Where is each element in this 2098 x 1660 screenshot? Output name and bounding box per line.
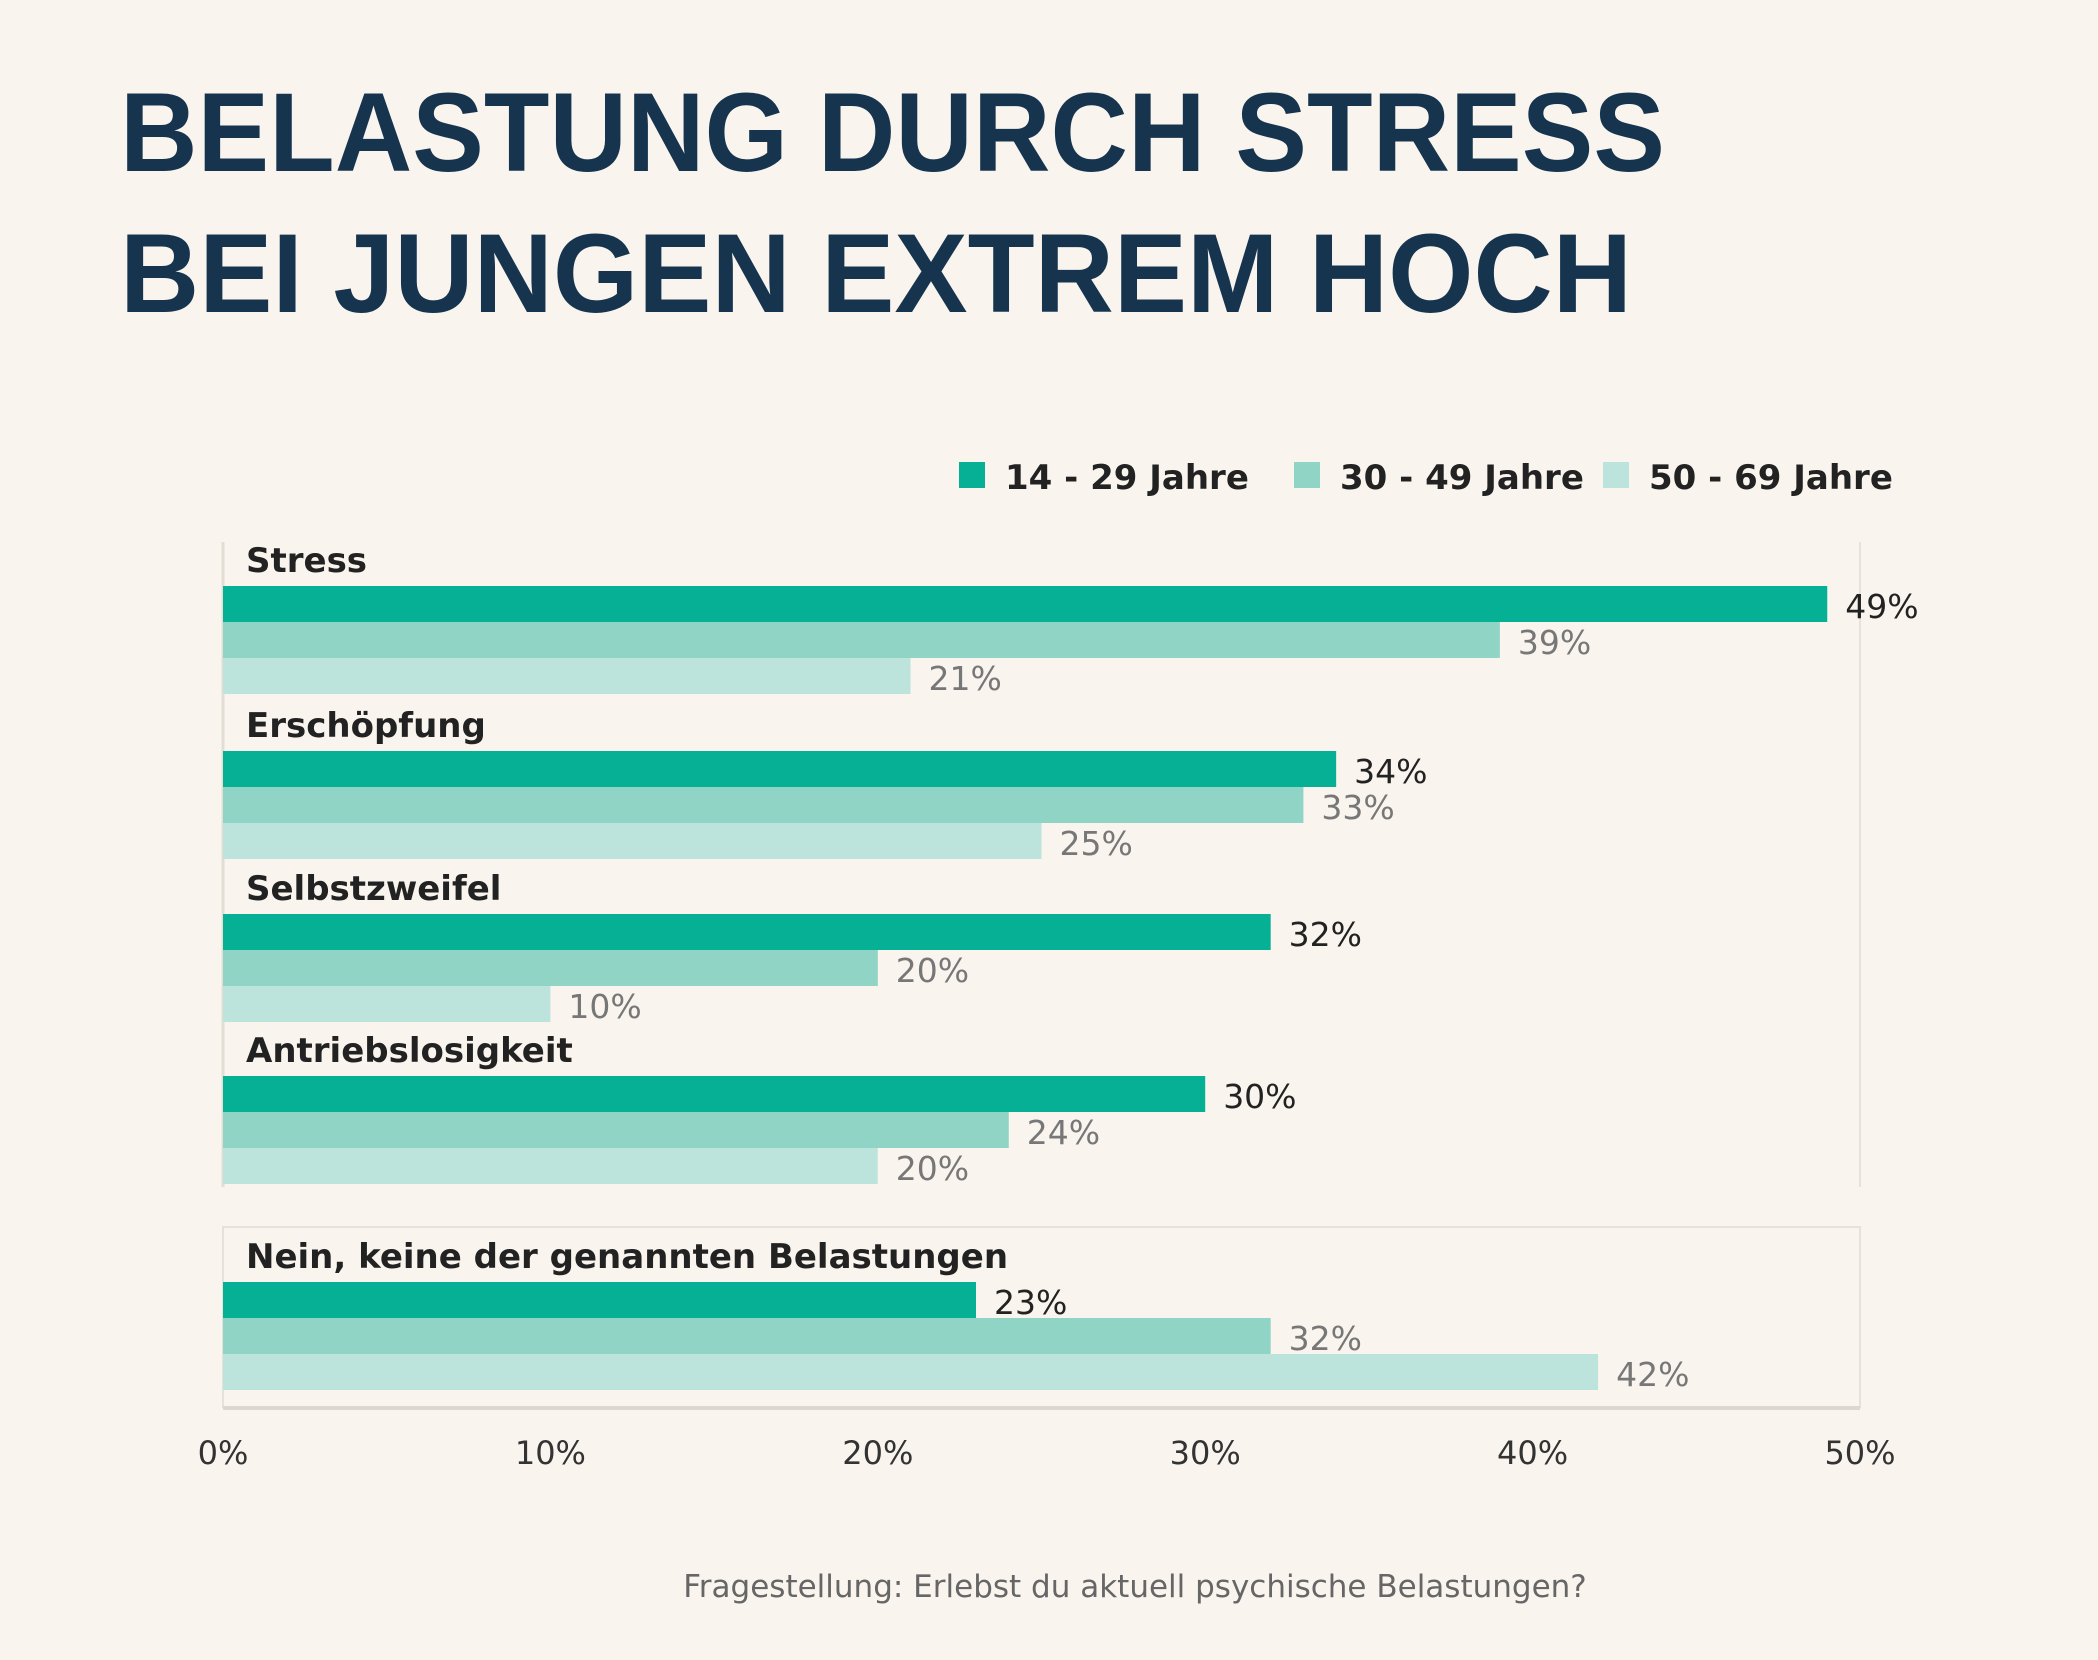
value-label: 23% bbox=[994, 1283, 1067, 1322]
bar-2-0 bbox=[223, 622, 1500, 658]
x-tick-label: 20% bbox=[842, 1434, 913, 1472]
value-label: 39% bbox=[1518, 623, 1591, 662]
x-tick-label: 40% bbox=[1497, 1434, 1568, 1472]
x-tick-label: 10% bbox=[515, 1434, 586, 1472]
value-label: 25% bbox=[1060, 824, 1133, 863]
bar-3-3 bbox=[223, 1148, 878, 1184]
x-tick-label: 0% bbox=[198, 1434, 249, 1472]
value-label: 32% bbox=[1289, 1319, 1362, 1358]
legend-label-3: 50 - 69 Jahre bbox=[1649, 458, 1893, 498]
bar-2-1 bbox=[223, 787, 1304, 823]
value-label: 42% bbox=[1616, 1355, 1689, 1394]
value-label: 24% bbox=[1027, 1113, 1100, 1152]
value-label: 30% bbox=[1223, 1077, 1296, 1116]
category-label: Selbstzweifel bbox=[246, 869, 501, 909]
bar-1-3 bbox=[223, 1076, 1206, 1112]
category-label: Stress bbox=[246, 541, 367, 581]
bar-3-0 bbox=[223, 658, 911, 694]
legend: 14 - 29 Jahre 30 - 49 Jahre 50 - 69 Jahre bbox=[959, 458, 1893, 498]
legend-label-1: 14 - 29 Jahre bbox=[1005, 458, 1249, 498]
x-tick-label: 50% bbox=[1824, 1434, 1895, 1472]
bar-2-3 bbox=[223, 1112, 1009, 1148]
chart-title-line-1: BELASTUNG DURCH STRESS bbox=[120, 70, 1665, 195]
bar-1-4 bbox=[223, 1282, 977, 1318]
legend-swatch-3 bbox=[1603, 462, 1629, 488]
value-label: 20% bbox=[896, 951, 969, 990]
bar-3-1 bbox=[223, 823, 1042, 859]
value-label: 10% bbox=[568, 987, 641, 1026]
value-label: 33% bbox=[1321, 788, 1394, 827]
bar-1-0 bbox=[223, 586, 1828, 622]
bar-3-4 bbox=[223, 1354, 1599, 1390]
legend-label-2: 30 - 49 Jahre bbox=[1340, 458, 1584, 498]
category-label: Erschöpfung bbox=[246, 706, 486, 746]
x-tick-label: 30% bbox=[1170, 1434, 1241, 1472]
value-label: 20% bbox=[896, 1149, 969, 1188]
legend-swatch-2 bbox=[1294, 462, 1320, 488]
value-label: 21% bbox=[929, 659, 1002, 698]
footnote: Fragestellung: Erlebst du aktuell psychi… bbox=[683, 1569, 1587, 1605]
chart-title-line-2: BEI JUNGEN EXTREM HOCH bbox=[120, 211, 1632, 336]
category-label: Nein, keine der genannten Belastungen bbox=[246, 1237, 1008, 1277]
value-label: 32% bbox=[1289, 915, 1362, 954]
bar-1-1 bbox=[223, 751, 1337, 787]
bar-1-2 bbox=[223, 914, 1271, 950]
legend-swatch-1 bbox=[959, 462, 985, 488]
value-label: 34% bbox=[1354, 752, 1427, 791]
bar-3-2 bbox=[223, 986, 551, 1022]
value-label: 49% bbox=[1845, 587, 1918, 626]
bar-2-2 bbox=[223, 950, 878, 986]
category-label: Antriebslosigkeit bbox=[246, 1031, 573, 1071]
bar-2-4 bbox=[223, 1318, 1271, 1354]
